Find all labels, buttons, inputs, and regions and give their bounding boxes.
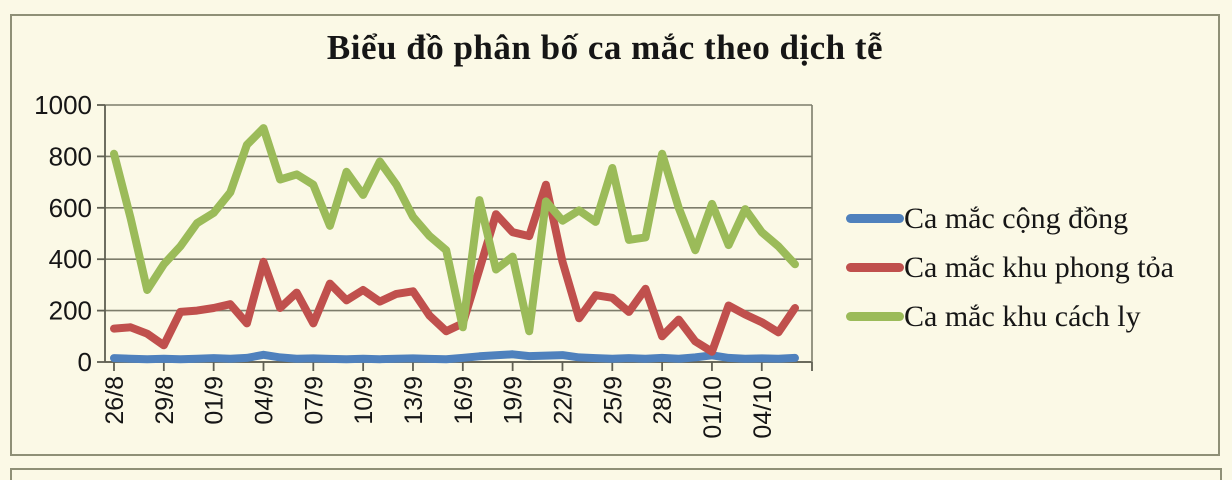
table-row-divider xyxy=(10,468,1222,480)
chart-title: Biểu đồ phân bố ca mắc theo dịch tễ xyxy=(326,28,884,67)
x-axis-label: 13/9 xyxy=(400,376,428,425)
chart-legend: Ca mắc cộng đồng Ca mắc khu phong tỏa Ca m… xyxy=(846,194,1174,341)
legend-item-0: Ca mắc cộng đồng xyxy=(846,194,1174,243)
legend-label-2: Ca mắc khu cách ly xyxy=(904,299,1141,333)
x-axis-label: 01/10 xyxy=(699,376,727,439)
legend-swatch-2 xyxy=(846,312,904,321)
x-axis-label: 10/9 xyxy=(350,376,378,425)
legend-label-0: Ca mắc cộng đồng xyxy=(904,201,1129,235)
x-axis-label: 07/9 xyxy=(300,376,328,425)
y-axis-label: 0 xyxy=(78,347,92,377)
series-line-1 xyxy=(110,180,799,356)
y-axis-label: 800 xyxy=(49,141,92,171)
x-axis-label: 16/9 xyxy=(450,376,478,425)
x-axis-label: 01/9 xyxy=(201,376,229,425)
y-axis-label: 400 xyxy=(49,244,92,274)
x-axis-label: 29/8 xyxy=(151,376,179,425)
chart-cell-border xyxy=(10,14,1220,456)
series-line-0 xyxy=(110,350,799,364)
series-line-2 xyxy=(110,124,799,336)
legend-swatch-1 xyxy=(846,263,904,272)
x-axis-label: 25/9 xyxy=(599,376,627,425)
legend-label-1: Ca mắc khu phong tỏa xyxy=(904,250,1174,284)
legend-swatch-0 xyxy=(846,214,904,223)
x-axis-label: 04/10 xyxy=(749,376,777,439)
legend-item-2: Ca mắc khu cách ly xyxy=(846,292,1174,341)
y-axis-label: 600 xyxy=(49,193,92,223)
x-axis-label: 28/9 xyxy=(649,376,677,425)
x-axis-label: 19/9 xyxy=(500,376,528,425)
x-axis-label: 26/8 xyxy=(101,376,129,425)
x-axis-label: 04/9 xyxy=(250,376,278,425)
x-axis-label: 22/9 xyxy=(549,376,577,425)
legend-item-1: Ca mắc khu phong tỏa xyxy=(846,243,1174,292)
y-axis-label: 200 xyxy=(49,296,92,326)
y-axis-label: 1000 xyxy=(34,90,92,120)
